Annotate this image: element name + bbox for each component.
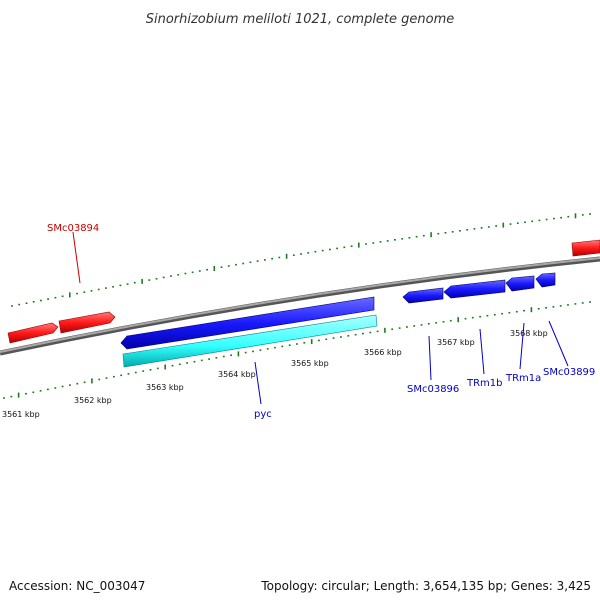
scale-label-3563: 3563 kbp <box>146 383 184 392</box>
scale-label-3564: 3564 kbp <box>218 370 256 379</box>
genome-backbone <box>0 256 600 356</box>
gene-label-trm1a[interactable]: TRm1a <box>505 373 541 384</box>
gene-label-pyc[interactable]: pyc <box>254 409 272 420</box>
leader-smc03896 <box>428 335 432 381</box>
topology-info-text: Topology: circular; Length: 3,654,135 bp… <box>261 579 591 593</box>
gene-label-smc03899[interactable]: SMc03899 <box>543 367 595 378</box>
gene-arrow-smc03894[interactable] <box>58 311 116 334</box>
scale-label-3568: 3568 kbp <box>510 329 548 338</box>
forward-scale-ticks <box>11 213 591 307</box>
gene-arrow-trm1a[interactable] <box>505 275 535 292</box>
gene-arrow-smc03896[interactable] <box>402 287 444 304</box>
scale-label-3565: 3565 kbp <box>291 359 329 368</box>
leader-trm1b <box>479 328 485 375</box>
leader-smc03894 <box>72 231 81 284</box>
accession-text: Accession: NC_003047 <box>9 579 146 593</box>
leader-trm1a <box>519 322 525 370</box>
map-title: Sinorhizobium meliloti 1021, complete ge… <box>146 12 455 27</box>
gene-arrow-trm1b[interactable] <box>443 279 506 299</box>
reverse-scale-ticks <box>3 301 591 399</box>
gene-label-trm1b[interactable]: TRm1b <box>466 378 503 389</box>
gene-arrow-smc03893[interactable] <box>7 322 59 344</box>
rna-feature-bar[interactable] <box>122 314 378 368</box>
gene-label-smc03896[interactable]: SMc03896 <box>407 384 459 395</box>
gene-arrow-smc03899[interactable] <box>535 272 556 288</box>
leader-pyc <box>254 361 262 405</box>
gene-arrow-pyc[interactable] <box>120 296 375 350</box>
scale-label-3567: 3567 kbp <box>437 338 475 347</box>
leader-smc03899 <box>548 320 569 367</box>
scale-label-3566: 3566 kbp <box>364 348 402 357</box>
genome-backbone-highlight <box>0 257 600 353</box>
gene-arrow-right-edge[interactable] <box>571 239 600 257</box>
scale-label-3562: 3562 kbp <box>74 396 112 405</box>
gene-label-smc03894[interactable]: SMc03894 <box>47 223 99 234</box>
scale-label-3561: 3561 kbp <box>2 410 40 419</box>
